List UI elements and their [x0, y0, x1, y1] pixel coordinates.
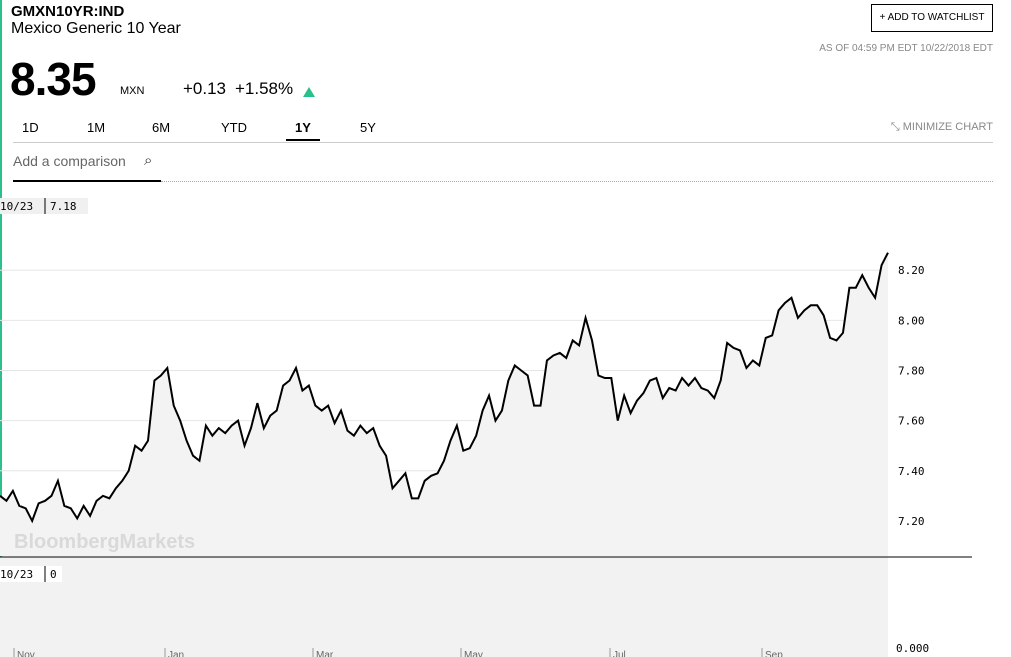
comparison-input[interactable]: Add a comparison	[13, 153, 126, 169]
x-tick-label: Mar	[316, 650, 334, 657]
x-tick-label: Jan	[168, 650, 184, 657]
y-tick-label: 7.80	[898, 364, 925, 377]
dotted-line	[161, 181, 993, 182]
currency: MXN	[120, 85, 145, 97]
search-icon: ⌕	[144, 152, 153, 169]
input-underline	[13, 180, 161, 182]
tab[interactable]: 1D	[22, 120, 39, 135]
tab[interactable]: 6M	[152, 120, 171, 135]
y-tick-label: 8.20	[898, 264, 925, 277]
tooltip-value: 7.18	[50, 200, 77, 213]
x-tick-label: Sep	[765, 650, 783, 657]
as-of: AS OF 04:59 PM EDT 10/22/2018 EDT	[819, 43, 993, 54]
y-tick-label: 7.20	[898, 515, 925, 528]
security-name: Mexico Generic 10 Year	[11, 20, 181, 37]
x-tick-label: May	[464, 650, 483, 657]
line	[0, 252, 889, 524]
watermark: BloombergMarkets	[14, 531, 195, 553]
lower-tooltip-value: 0	[50, 568, 57, 581]
area	[0, 252, 888, 556]
price: 8.35	[10, 53, 97, 105]
x-tick-label: Jul	[613, 650, 626, 657]
lower-panel	[0, 557, 888, 657]
lower-tooltip-date: 10/23	[0, 568, 33, 581]
tooltip-date: 10/23	[0, 200, 33, 213]
y-tick-label: 8.00	[898, 314, 925, 327]
ticker: GMXN10YR:IND	[11, 3, 125, 20]
y-tick-label: 7.60	[898, 415, 925, 428]
tab[interactable]: 1M	[87, 120, 106, 135]
minimize-chart[interactable]: ⤡ MINIMIZE CHART	[890, 121, 993, 133]
tooltip-bg	[0, 198, 88, 214]
divider	[13, 142, 993, 143]
x-tick-label: Nov	[17, 650, 35, 657]
lower-tick-label: 0.000	[896, 642, 929, 655]
change: +0.13	[183, 79, 227, 98]
lower-tooltip-bg	[0, 566, 62, 582]
y-tick-label: 7.40	[898, 465, 925, 478]
tab[interactable]: 1Y	[286, 120, 320, 141]
watchlist-button[interactable]: + ADD TO WATCHLIST	[871, 4, 993, 32]
up-arrow	[303, 87, 315, 97]
change-pct: +1.58%	[235, 79, 294, 98]
tab[interactable]: YTD	[221, 120, 247, 135]
tab[interactable]: 5Y	[360, 120, 376, 135]
minimize-label: MINIMIZE CHART	[902, 121, 993, 133]
accent-bar	[0, 0, 2, 657]
